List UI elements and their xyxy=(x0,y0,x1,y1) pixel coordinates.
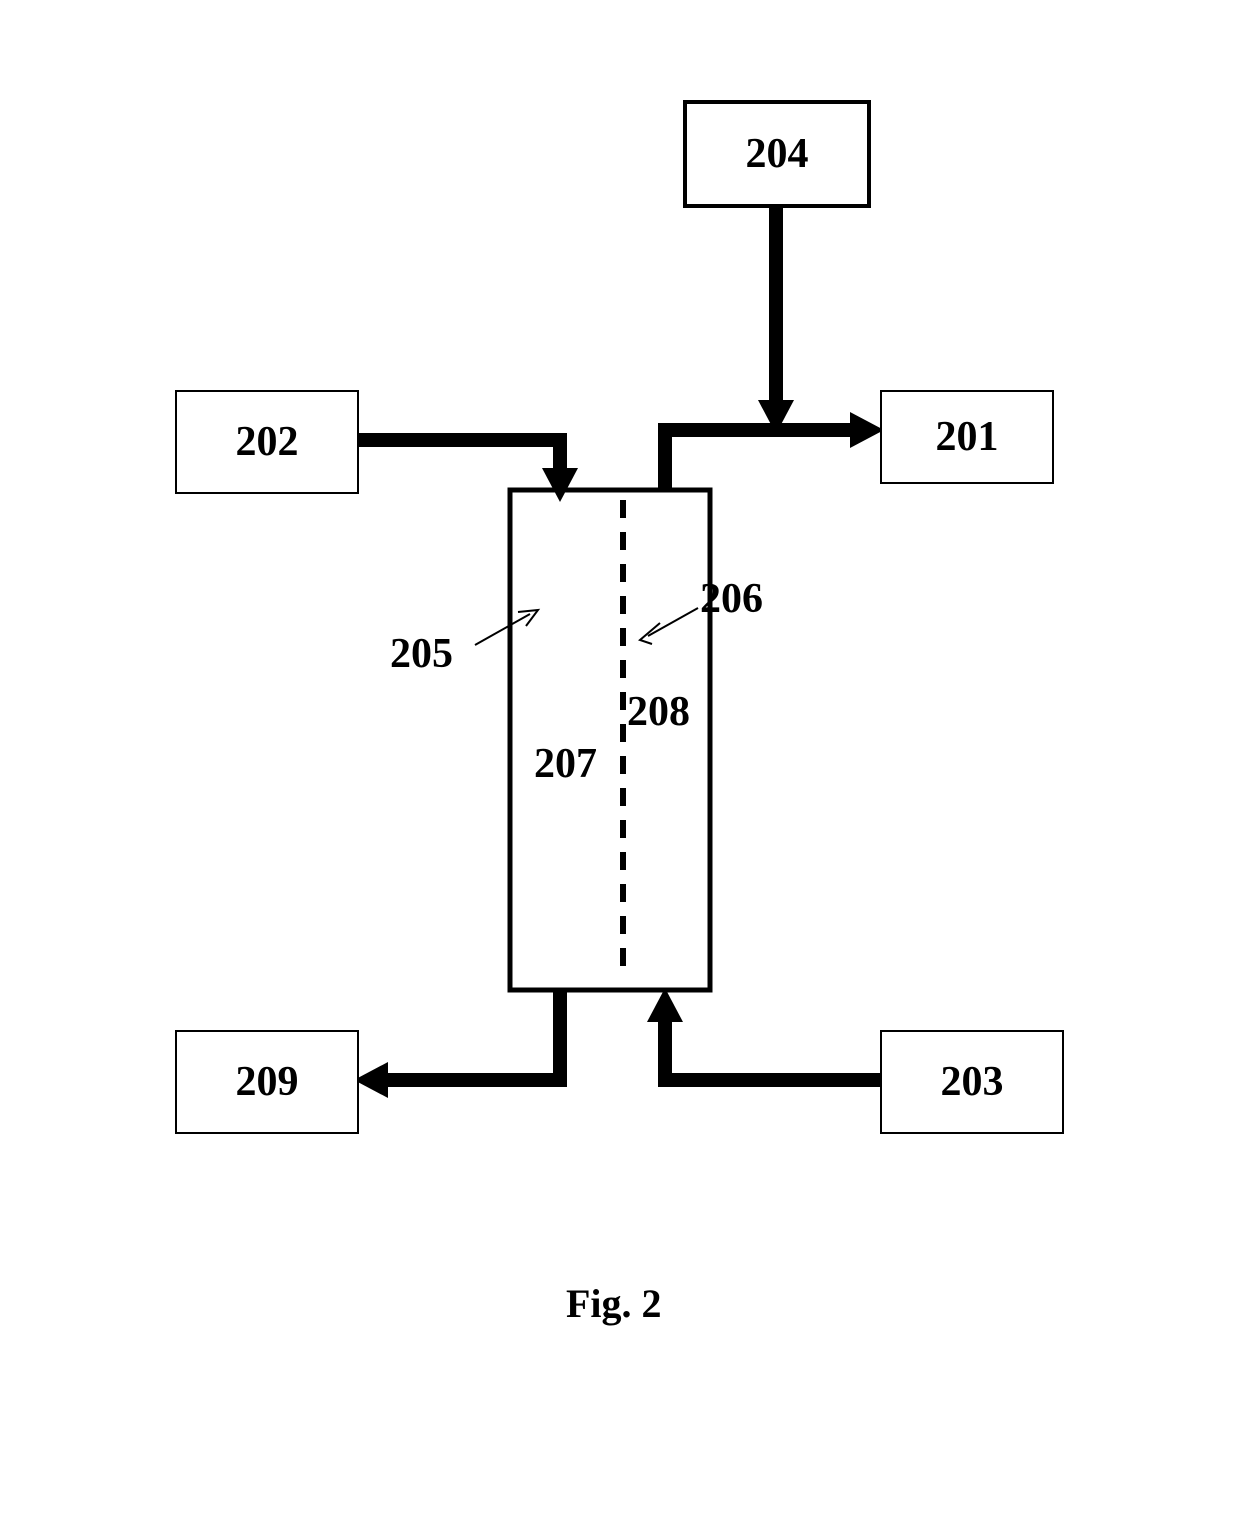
figure-caption-text: Fig. 2 xyxy=(566,1281,662,1326)
label-208: 208 xyxy=(627,688,690,736)
box-203-label: 203 xyxy=(941,1058,1004,1106)
label-207-text: 207 xyxy=(534,741,597,787)
arrow-to-209 xyxy=(354,990,560,1098)
figure-caption: Fig. 2 xyxy=(566,1280,662,1327)
label-207: 207 xyxy=(534,740,597,788)
box-203: 203 xyxy=(880,1030,1064,1134)
box-209-label: 209 xyxy=(236,1058,299,1106)
box-202-label: 202 xyxy=(236,418,299,466)
box-201-label: 201 xyxy=(936,413,999,461)
box-204-label: 204 xyxy=(746,130,809,178)
box-209: 209 xyxy=(175,1030,359,1134)
label-206-text: 206 xyxy=(700,576,763,622)
arrow-to-201 xyxy=(665,412,884,490)
label-205-text: 205 xyxy=(390,631,453,677)
box-201: 201 xyxy=(880,390,1054,484)
box-204: 204 xyxy=(683,100,871,208)
label-206: 206 xyxy=(700,575,763,623)
box-202: 202 xyxy=(175,390,359,494)
arrow-203-in xyxy=(647,988,880,1080)
label-205: 205 xyxy=(390,630,453,678)
label-208-text: 208 xyxy=(627,689,690,735)
arrow-204-down xyxy=(758,200,794,434)
